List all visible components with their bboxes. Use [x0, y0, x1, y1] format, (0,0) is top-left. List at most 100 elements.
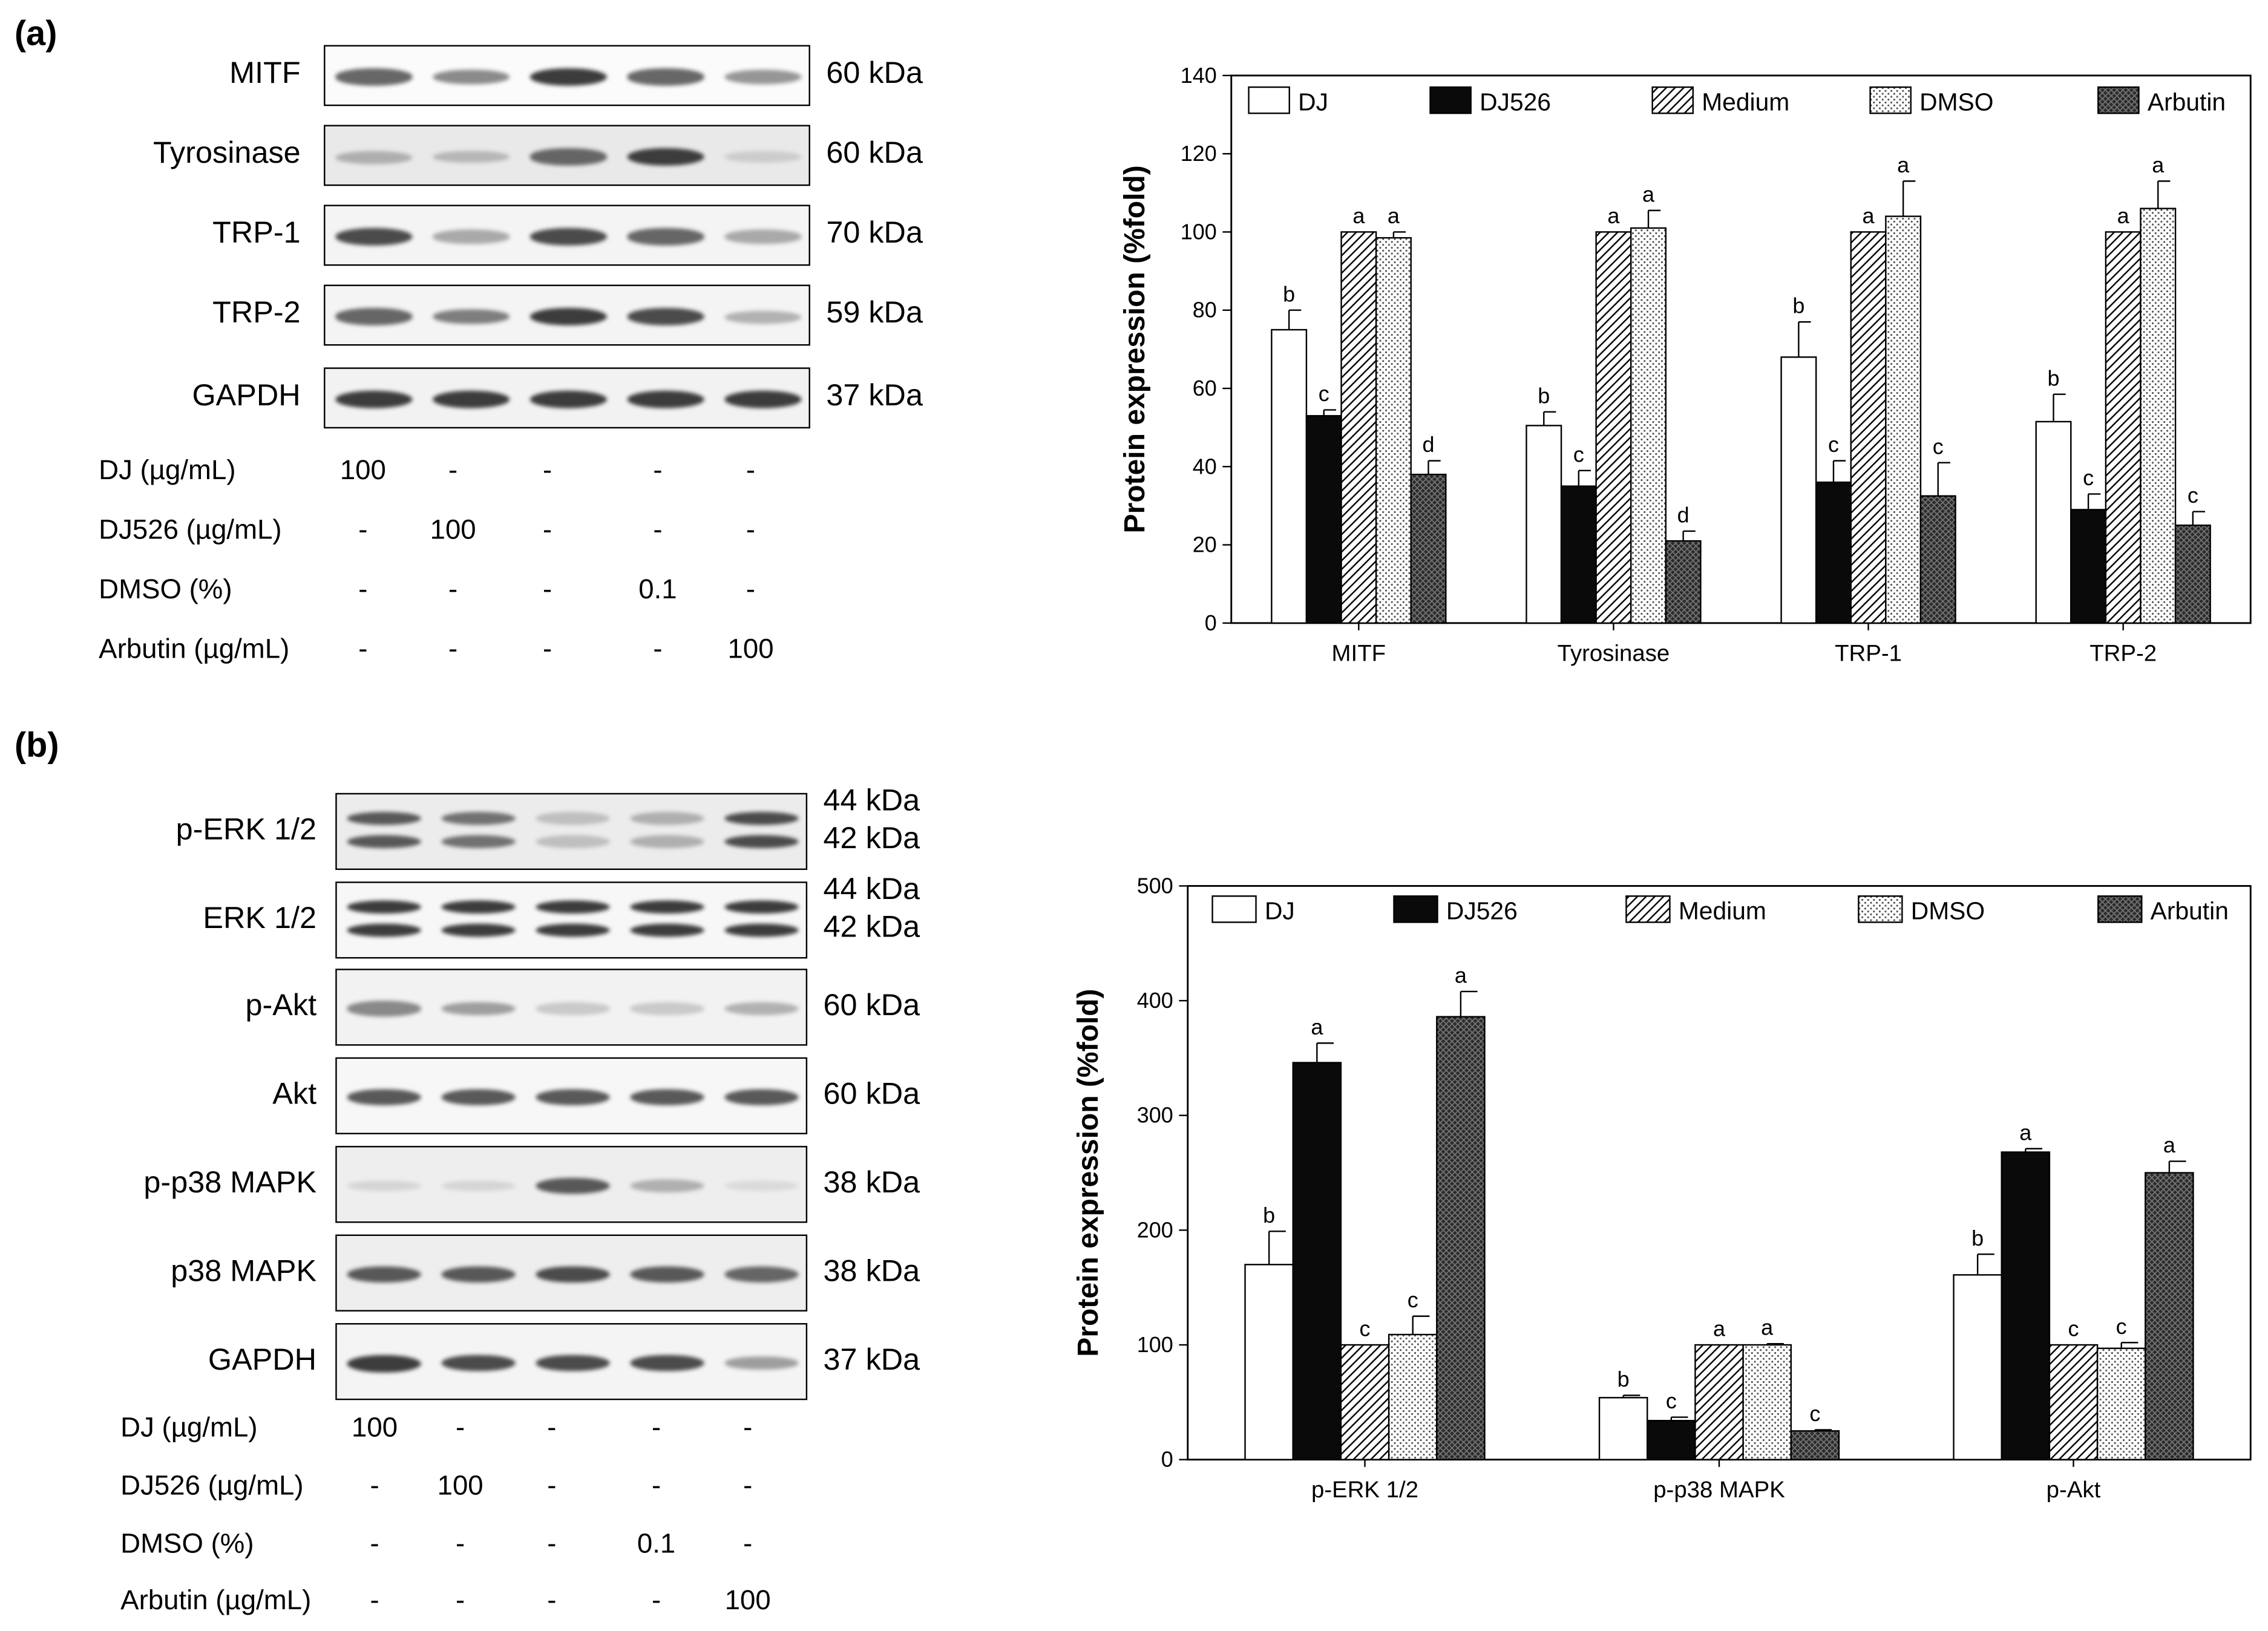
blot-label: MITF: [229, 56, 301, 90]
treatment-value: -: [448, 575, 458, 606]
blot-band: [725, 230, 801, 244]
blot-band: [725, 70, 801, 85]
blot-band: [628, 68, 704, 85]
blot-band: [530, 148, 607, 165]
legend-swatch: [1248, 86, 1290, 114]
treatment-value: -: [653, 515, 663, 546]
blot-image: [335, 1323, 808, 1401]
legend-label: DMSO: [1911, 897, 1985, 925]
legend-label: DMSO: [1919, 88, 1993, 116]
significance-letter: c: [2116, 1314, 2127, 1339]
kda-label: 42 kDa: [823, 910, 920, 944]
y-tick-label: 200: [1137, 1217, 1173, 1242]
blot-band: [347, 1354, 421, 1372]
bar: [1780, 356, 1817, 624]
bar: [1340, 1344, 1390, 1460]
blot-band: [630, 1089, 704, 1106]
treatment-value: -: [358, 575, 368, 606]
blot-band: [441, 900, 516, 914]
significance-letter: c: [1319, 381, 1329, 406]
significance-letter: b: [1792, 293, 1804, 318]
y-tick-label: 140: [1181, 63, 1217, 88]
significance-letter: c: [1408, 1287, 1418, 1312]
blot-band: [536, 1354, 610, 1372]
blot-band: [725, 151, 801, 163]
blot-band: [347, 1001, 421, 1016]
kda-label: 60 kDa: [826, 56, 923, 90]
y-tick-label: 80: [1193, 298, 1217, 322]
y-tick-label: 0: [1205, 610, 1217, 635]
bar: [1742, 1344, 1792, 1460]
plot-frame: [1230, 74, 2252, 624]
panel-a-label: (a): [14, 15, 57, 54]
blot-band: [724, 1089, 799, 1106]
significance-letter: b: [1617, 1367, 1630, 1391]
blot-band: [441, 1180, 516, 1192]
blot-band: [536, 1002, 610, 1015]
blot-label: p-p38 MAPK: [143, 1165, 317, 1199]
bar: [2140, 208, 2177, 624]
blot-band: [628, 308, 704, 325]
y-tick-label: 40: [1193, 454, 1217, 479]
bar: [2001, 1151, 2051, 1460]
kda-label: 70 kDa: [826, 216, 923, 250]
y-axis-label: Protein expression (%fold): [1119, 165, 1151, 533]
blot-band: [347, 1089, 421, 1106]
treatment-value: -: [448, 456, 458, 487]
legend-swatch: [1429, 86, 1472, 114]
blot-image: [335, 793, 808, 871]
bar: [1410, 474, 1447, 624]
significance-letter: d: [1677, 503, 1690, 528]
blot-band: [724, 1180, 799, 1191]
blot-band: [433, 230, 510, 244]
blot-label: ERK 1/2: [203, 901, 317, 935]
y-axis-label: Protein expression (%fold): [1072, 989, 1104, 1356]
blot-band: [724, 835, 799, 848]
blot-band: [628, 148, 704, 166]
blot-band: [536, 1266, 610, 1283]
treatment-value: -: [547, 1471, 557, 1502]
bar: [1292, 1062, 1342, 1460]
bar: [1919, 495, 1956, 624]
bar: [2105, 231, 2142, 624]
blot-band: [336, 308, 412, 325]
blot-band: [630, 835, 704, 848]
treatment-label: DMSO (%): [99, 575, 232, 606]
blot-band: [630, 811, 704, 825]
x-tick-label: MITF: [1332, 640, 1386, 666]
significance-letter: c: [1360, 1316, 1371, 1341]
legend-swatch: [1211, 895, 1257, 923]
x-tick-label: Tyrosinase: [1558, 640, 1670, 666]
blot-image: [335, 1057, 808, 1134]
blot-image: [335, 969, 808, 1046]
x-tick-label: TRP-2: [2089, 640, 2157, 666]
treatment-label: DMSO (%): [120, 1529, 254, 1560]
y-tick-label: 60: [1193, 376, 1217, 400]
legend-label: DJ526: [1480, 88, 1551, 116]
blot-band: [724, 923, 799, 937]
significance-letter: a: [1388, 203, 1400, 228]
significance-letter: b: [2047, 365, 2059, 390]
blot-band: [347, 811, 421, 825]
significance-letter: c: [1666, 1388, 1677, 1413]
kda-label: 37 kDa: [826, 379, 923, 413]
treatment-value: 100: [437, 1471, 483, 1502]
significance-letter: c: [1809, 1401, 1820, 1426]
blot-band: [630, 923, 704, 937]
chart-b-protein-expression: 0 100 200 300 400 500 Protein expression (%fol…: [1072, 873, 2252, 1503]
y-tick-label: 100: [1137, 1332, 1173, 1357]
legend-label: Medium: [1702, 88, 1789, 116]
blot-band: [433, 69, 510, 85]
treatment-label: DJ526 (µg/mL): [99, 515, 282, 546]
legend-label: DJ: [1298, 88, 1328, 116]
blot-image: [324, 367, 810, 429]
blot-label: Tyrosinase: [153, 136, 301, 170]
treatment-value: -: [743, 1529, 753, 1560]
blot-band: [433, 150, 510, 163]
blot-band: [725, 310, 801, 324]
bar: [1694, 1344, 1744, 1460]
treatment-value: 100: [430, 515, 476, 546]
y-tick-label: 500: [1137, 873, 1173, 898]
bar: [1850, 231, 1887, 624]
blot-band: [433, 390, 510, 408]
